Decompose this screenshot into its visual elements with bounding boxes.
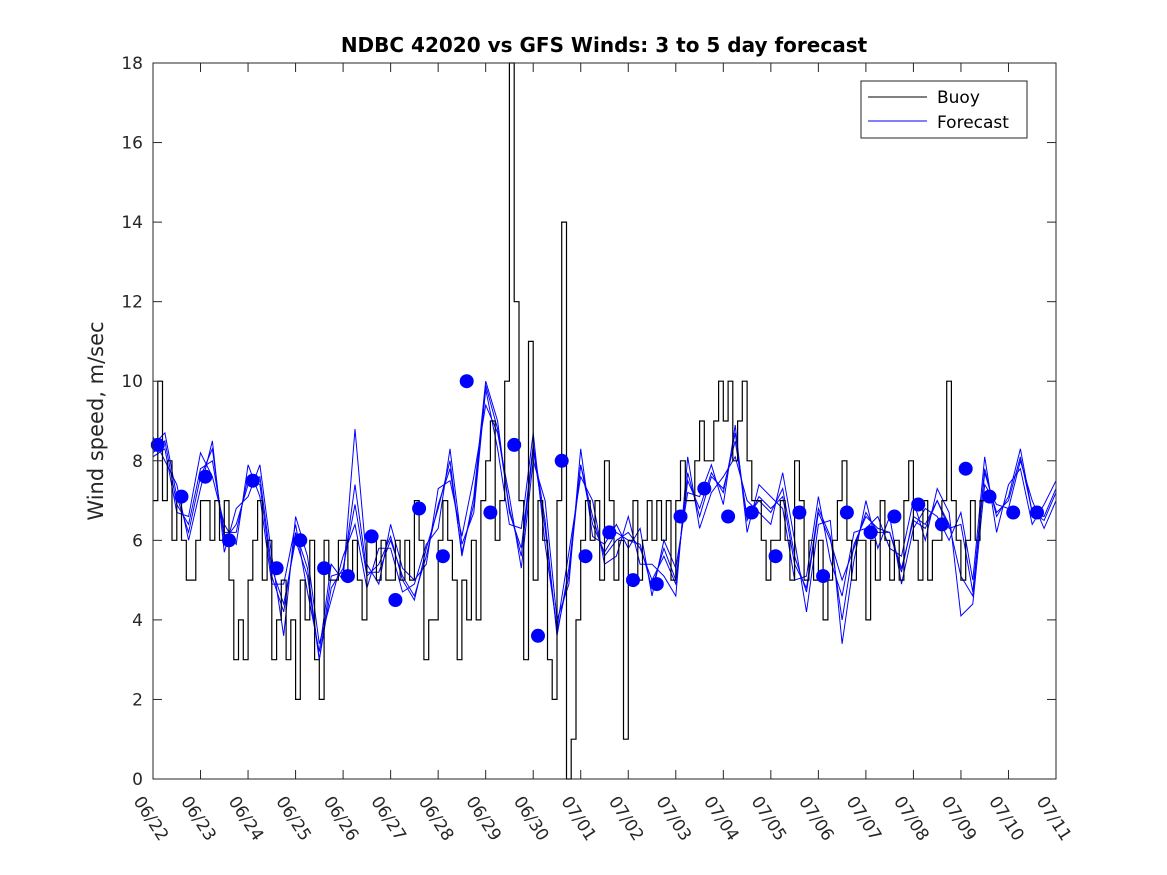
y-tick-label: 6	[132, 531, 143, 551]
forecast-point	[412, 501, 427, 516]
y-tick-label: 18	[121, 54, 143, 74]
forecast-point	[863, 525, 878, 540]
chart-title: NDBC 42020 vs GFS Winds: 3 to 5 day fore…	[341, 33, 868, 57]
x-tick-label: 07/11	[1032, 793, 1075, 845]
forecast-point	[483, 505, 498, 520]
x-tick-label: 07/03	[652, 793, 695, 845]
y-tick-label: 10	[121, 372, 143, 392]
x-tick-label: 06/24	[224, 793, 267, 845]
y-tick-label: 4	[132, 611, 143, 631]
y-tick-label: 16	[121, 134, 143, 154]
x-tick-label: 06/29	[461, 793, 504, 845]
x-tick-label: 06/28	[414, 793, 457, 845]
y-tick-label: 2	[132, 690, 143, 710]
y-tick-label: 0	[132, 770, 143, 790]
x-tick-label: 06/25	[271, 793, 314, 845]
plot-frame	[152, 62, 1057, 780]
legend-box	[860, 80, 1028, 139]
x-tick-label: 06/27	[366, 793, 409, 845]
forecast-point	[435, 549, 450, 564]
forecast-point	[697, 481, 712, 496]
forecast-point	[507, 437, 522, 452]
forecast-point	[150, 437, 165, 452]
forecast-point	[578, 549, 593, 564]
x-tick-label: 07/02	[604, 793, 647, 845]
x-tick-label: 07/05	[747, 793, 790, 845]
forecast-point	[744, 505, 759, 520]
forecast-point	[1006, 505, 1021, 520]
x-tick-label: 07/08	[889, 793, 932, 845]
forecast-point	[340, 569, 355, 584]
forecast-point	[245, 473, 260, 488]
forecast-point	[269, 561, 284, 576]
forecast-point	[626, 573, 640, 588]
forecast-point	[673, 509, 688, 524]
forecast-point	[816, 569, 831, 584]
x-tick-label: 07/01	[557, 793, 600, 845]
x-tick-label: 06/22	[129, 793, 172, 845]
forecast-point	[222, 533, 236, 548]
forecast-point	[649, 577, 664, 592]
y-tick-label: 12	[121, 293, 143, 313]
forecast-point	[839, 505, 854, 520]
legend-label-buoy: Buoy	[937, 88, 980, 108]
x-tick-label: 06/30	[509, 793, 552, 845]
legend: Buoy Forecast	[860, 80, 1028, 139]
x-tick-label: 06/26	[319, 793, 362, 845]
x-tick-label: 07/07	[842, 793, 885, 845]
forecast-point	[364, 529, 379, 544]
x-tick-label: 07/06	[794, 793, 837, 845]
x-tick-label: 07/04	[699, 793, 742, 845]
forecast-point	[459, 374, 474, 389]
forecast-point	[958, 461, 973, 476]
forecast-point	[293, 533, 308, 548]
x-tick-label: 06/23	[176, 793, 219, 845]
forecast-point	[317, 561, 332, 576]
forecast-point	[198, 469, 213, 484]
forecast-point	[934, 517, 949, 532]
forecast-point	[768, 549, 783, 564]
forecast-point	[531, 628, 545, 643]
forecast-point	[174, 489, 189, 504]
forecast-point	[388, 593, 403, 607]
y-axis-label: Wind speed, m/sec	[84, 321, 108, 520]
forecast-point	[602, 525, 617, 540]
series-layer	[150, 62, 1057, 780]
buoy-line	[153, 62, 990, 780]
y-tick-label: 14	[121, 213, 143, 233]
x-tick-label: 07/10	[984, 793, 1027, 845]
forecast-point	[792, 505, 807, 520]
legend-label-forecast: Forecast	[937, 113, 1009, 133]
plot-area	[153, 63, 1056, 779]
y-tick-label: 8	[132, 452, 143, 472]
x-tick-label: 07/09	[937, 793, 980, 845]
forecast-point	[1030, 505, 1044, 520]
forecast-point	[554, 453, 569, 468]
forecast-point	[911, 497, 926, 512]
forecast-point	[887, 509, 902, 524]
forecast-point	[721, 509, 736, 524]
forecast-point	[982, 489, 997, 504]
y-axis: 0 2 4 6 8 10 12 14 16 18	[121, 54, 1056, 790]
